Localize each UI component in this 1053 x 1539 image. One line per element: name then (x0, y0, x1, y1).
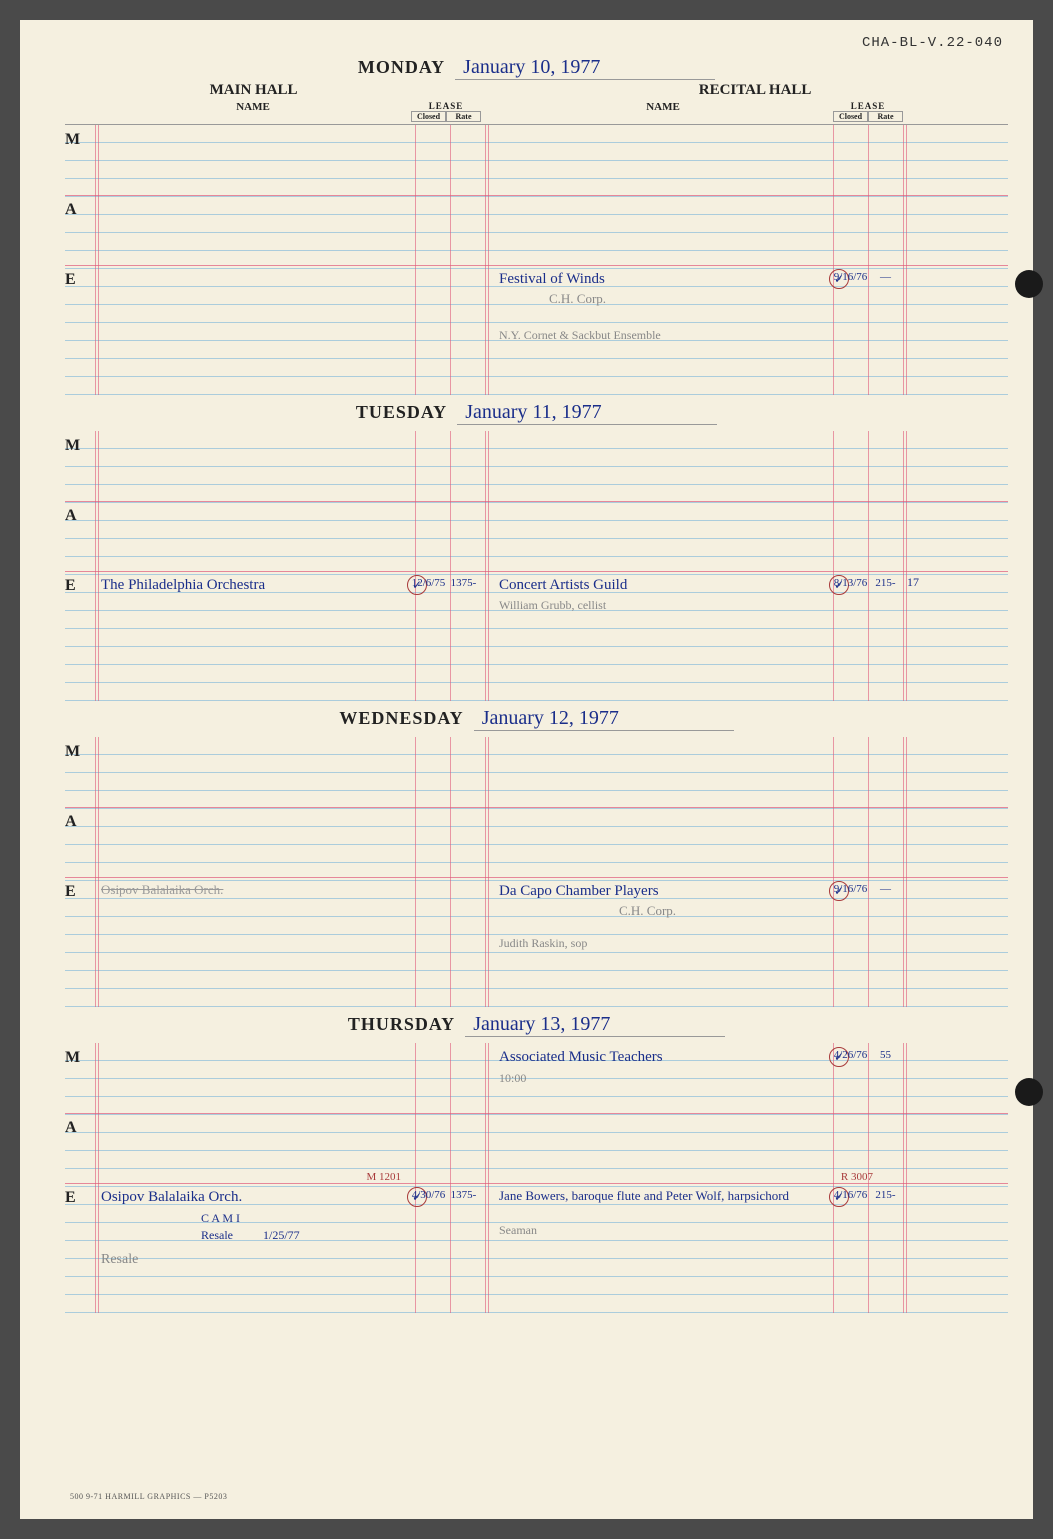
rate: 1375- (446, 571, 481, 701)
weekday-label: WEDNESDAY (339, 708, 463, 729)
entry-name: Osipov Balalaika Orch. (101, 1187, 405, 1208)
col-name-rec: NAME (493, 101, 833, 122)
entry-name: Da Capo Chamber Players (499, 881, 827, 902)
extra-note: 17 (903, 571, 1008, 701)
weekday-label: THURSDAY (348, 1014, 455, 1035)
entry-code: R 3007 (841, 1171, 873, 1183)
closed-date: 8/13/76 (833, 571, 868, 701)
entry-sub: C A M I (201, 1210, 405, 1227)
recital-entry: R 3007 Jane Bowers, baroque flute and Pe… (493, 1183, 833, 1313)
recital-entry: Festival of Winds C.H. Corp. ✓ N.Y. Corn… (493, 265, 833, 395)
entry-code: M 1201 (366, 1171, 401, 1183)
rate: 1375- (446, 1183, 481, 1313)
ledger-area: M A E Festival of Winds C.H. Corp. (65, 125, 1008, 395)
col-name-main: NAME (95, 101, 411, 122)
slot-label-m: M (65, 125, 95, 195)
entry-sub2: N.Y. Cornet & Sackbut Ensemble (499, 328, 827, 343)
entry-name: Concert Artists Guild (499, 575, 827, 596)
rate: 215- (868, 571, 903, 701)
recital-entry: Da Capo Chamber Players ✓ C.H. Corp. Jud… (493, 877, 833, 1007)
column-headers: NAME LEASE ClosedRate NAME LEASE ClosedR… (65, 99, 1008, 125)
entry-name: Associated Music Teachers (499, 1047, 827, 1068)
closed-date: 9/16/76 (833, 265, 868, 395)
slot-a: A (65, 501, 1008, 571)
slot-m: M (65, 125, 1008, 195)
recital-entry: Concert Artists Guild ✓ William Grubb, c… (493, 571, 833, 701)
entry-name-struck: Osipov Balalaika Orch. (101, 882, 223, 897)
entry-name: Festival of Winds (499, 269, 827, 290)
closed-date: 9/16/76 (833, 877, 868, 1007)
entry-sub: 10:00 (499, 1070, 827, 1087)
weekday-label: TUESDAY (356, 402, 447, 423)
punch-hole (1015, 1078, 1043, 1106)
slot-e: E M 1201 Osipov Balalaika Orch. ✓ C A M … (65, 1183, 1008, 1313)
day-heading: THURSDAY January 13, 1977 (65, 1007, 1008, 1039)
rate: 215- (868, 1183, 903, 1313)
day-block-monday: MONDAY January 10, 1977 MAIN HALL RECITA… (65, 50, 1008, 395)
entry-sub: C.H. Corp. (619, 903, 676, 918)
weekday-label: MONDAY (358, 57, 445, 78)
slot-m: M (65, 737, 1008, 807)
slot-label-e: E (65, 265, 95, 395)
rate: — (868, 265, 903, 395)
col-lease-main: LEASE ClosedRate (411, 101, 481, 122)
entry-sub: Seaman (499, 1223, 827, 1238)
archive-code: CHA-BL-V.22-040 (862, 35, 1003, 51)
recital-entry: Associated Music Teachers ✓ 10:00 (493, 1043, 833, 1113)
day-block-wednesday: M A E Osipov Balalaika Orch. (65, 737, 1008, 1007)
day-block-thursday: M Associated Music Teachers ✓ 10:00 4/26… (65, 1043, 1008, 1313)
date-text: January 11, 1977 (457, 401, 717, 425)
date-text: January 12, 1977 (474, 707, 734, 731)
main-entry: Osipov Balalaika Orch. (95, 877, 411, 1007)
entry-sub: C.H. Corp. (549, 291, 606, 306)
halls-label-row: MAIN HALL RECITAL HALL (65, 82, 1008, 99)
main-entry: M 1201 Osipov Balalaika Orch. ✓ C A M I … (95, 1183, 411, 1313)
day-heading: WEDNESDAY January 12, 1977 (65, 701, 1008, 733)
rate: 55 (868, 1043, 903, 1113)
entry-name: The Philadelphia Orchestra (101, 577, 265, 593)
rate: — (868, 877, 903, 1007)
date-text: January 13, 1977 (465, 1013, 725, 1037)
day-heading: TUESDAY January 11, 1977 (65, 395, 1008, 427)
slot-a: A (65, 807, 1008, 877)
entry-sub2: Judith Raskin, sop (499, 936, 827, 951)
slot-e: E The Philadelphia Orchestra ✓ 12/6/75 1… (65, 571, 1008, 701)
main-entry: The Philadelphia Orchestra ✓ (95, 571, 411, 701)
day-block-tuesday: M A E The Philadelphia Orchestra ✓ (65, 431, 1008, 701)
closed-date: 4/30/76 (411, 1183, 446, 1313)
ledger-page: CHA-BL-V.22-040 MONDAY January 10, 1977 … (20, 20, 1033, 1519)
entry-sub2: Resale (201, 1227, 233, 1244)
slot-m: M (65, 431, 1008, 501)
slot-m: M Associated Music Teachers ✓ 10:00 4/26… (65, 1043, 1008, 1113)
punch-hole (1015, 270, 1043, 298)
entry-sub-date: 1/25/77 (263, 1227, 300, 1244)
closed-date: 12/6/75 (411, 571, 446, 701)
entry-sub: William Grubb, cellist (499, 598, 827, 613)
slot-label-a: A (65, 195, 95, 265)
pencil-note: Resale (101, 1250, 405, 1270)
closed-date: 4/26/76 (833, 1043, 868, 1113)
slot-e: E Festival of Winds C.H. Corp. ✓ N.Y. Co… (65, 265, 1008, 395)
closed-date: 4/16/76 (833, 1183, 868, 1313)
entry-name: Jane Bowers, baroque flute and Peter Wol… (499, 1188, 789, 1203)
col-lease-rec: LEASE ClosedRate (833, 101, 903, 122)
slot-a: A (65, 195, 1008, 265)
day-heading: MONDAY January 10, 1977 (65, 50, 1008, 82)
main-hall-label: MAIN HALL (65, 82, 442, 99)
slot-e: E Osipov Balalaika Orch. Da Capo Chamber… (65, 877, 1008, 1007)
footer-print: 500 9-71 HARMILL GRAPHICS — P5203 (70, 1492, 227, 1501)
date-text: January 10, 1977 (455, 56, 715, 80)
recital-hall-label: RECITAL HALL (442, 82, 1008, 99)
